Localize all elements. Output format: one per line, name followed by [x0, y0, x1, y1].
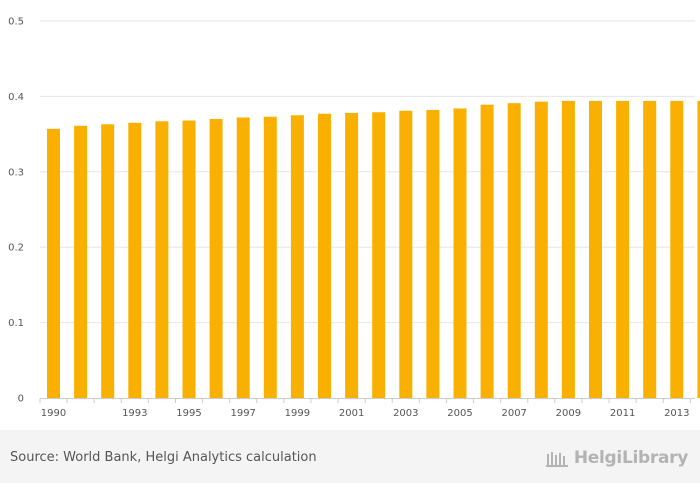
brand-logo[interactable]: HelgiLibrary [545, 447, 688, 469]
bar-1992[interactable] [101, 124, 115, 398]
bar-1993[interactable] [128, 122, 142, 398]
bar-1999[interactable] [290, 115, 304, 398]
x-tick-label: 2005 [447, 408, 472, 419]
x-axis [39, 398, 695, 403]
y-tick-label: 0.2 [8, 243, 24, 254]
x-tick-label: 1993 [122, 408, 147, 419]
x-tick-label: 2009 [556, 408, 581, 419]
bar-2014[interactable] [697, 100, 700, 398]
bar-1998[interactable] [263, 116, 277, 399]
bar-1997[interactable] [236, 117, 250, 399]
x-tick-label: 2001 [339, 408, 364, 419]
bar-2013[interactable] [670, 100, 684, 398]
bar-1995[interactable] [182, 120, 196, 398]
bar-2000[interactable] [318, 113, 331, 398]
bar-1994[interactable] [155, 121, 169, 399]
footer: Source: World Bank, Helgi Analytics calc… [0, 430, 700, 483]
bar-1991[interactable] [74, 125, 88, 398]
x-tick-label: 2007 [501, 408, 526, 419]
x-tick-label: 1990 [41, 408, 66, 419]
y-tick-label: 0.5 [8, 17, 24, 28]
x-tick-label: 2011 [610, 408, 635, 419]
bar-2004[interactable] [426, 109, 440, 399]
x-tick-label: 1999 [285, 408, 310, 419]
bar-1990[interactable] [47, 128, 60, 398]
bar-2007[interactable] [507, 103, 521, 398]
bar-2001[interactable] [345, 112, 359, 398]
y-axis-labels: 0 0.1 0.2 0.3 0.4 0.5 [8, 17, 24, 405]
x-tick-label: 1995 [176, 408, 201, 419]
bar-2005[interactable] [453, 108, 467, 399]
bar-2008[interactable] [534, 101, 548, 398]
bar-2002[interactable] [372, 112, 386, 398]
x-tick-label: 2013 [664, 408, 689, 419]
gridlines [40, 20, 695, 324]
bar-chart: 0 0.1 0.2 0.3 0.4 0.5 1990 1993 1995 1997 1999 200… [8, 17, 700, 419]
y-tick-label: 0.3 [8, 167, 24, 178]
source-note: Source: World Bank, Helgi Analytics calc… [10, 450, 317, 465]
y-tick-label: 0.4 [8, 92, 24, 103]
bar-2011[interactable] [616, 100, 630, 398]
x-tick-label: 2003 [393, 408, 418, 419]
y-tick-label: 0.1 [8, 318, 24, 329]
bar-2012[interactable] [643, 100, 657, 398]
bar-1996[interactable] [209, 119, 223, 399]
y-tick-label: 0 [18, 394, 24, 405]
x-tick-label: 1997 [230, 408, 255, 419]
bar-2010[interactable] [589, 100, 602, 398]
brand-name: HelgiLibrary [573, 448, 688, 468]
bar-2003[interactable] [399, 110, 413, 398]
bar-2009[interactable] [561, 100, 575, 398]
x-axis-labels: 1990 1993 1995 1997 1999 2001 2003 2005 2007 2009… [41, 408, 690, 419]
bar-2006[interactable] [480, 104, 494, 398]
library-icon [545, 452, 568, 467]
bars [47, 100, 700, 399]
